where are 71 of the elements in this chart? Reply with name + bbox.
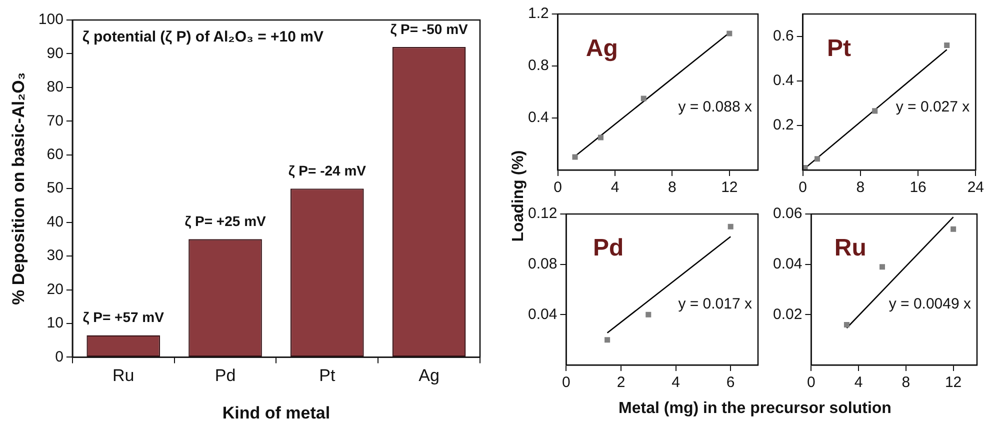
x-tick-label: Ru [112,366,134,386]
y-tick-label: 0.6 [772,27,794,44]
x-tick-label: 8 [902,374,910,392]
x-tick-label: 4 [854,374,863,392]
y-tick-label: 0 [55,348,64,366]
x-tick-label: 4 [610,179,620,196]
y-tick-label: 90 [46,44,64,62]
x-tick-label: Ag [418,366,440,386]
x-tick-label: 24 [967,179,984,196]
annotation: ζ potential (ζ P) of Al₂O₃ = +10 mV [82,28,324,46]
point [814,156,820,162]
y-axis-title: Loading (%) [510,150,528,242]
point [872,108,878,114]
x-tick-label: 8 [668,179,676,196]
annotation: y = 0.088 x [678,98,752,116]
annotation: Pd [593,234,624,262]
y-tick-label: 40 [46,213,64,230]
x-tick-label: 12 [944,374,962,392]
point [646,312,652,318]
x-tick-label: 0 [807,374,816,392]
y-tick-label: 0.08 [528,255,558,272]
x-tick-label: 2 [616,374,626,392]
x-tick-label: 12 [721,179,738,196]
annotation: y = 0.017 x [678,296,752,313]
point [944,42,950,48]
y-tick-label: 0.4 [528,109,549,126]
point [844,322,850,328]
y-tick-label: 0.04 [528,306,558,323]
y-tick-label: 0.04 [772,255,802,272]
y-tick-label: 0.02 [772,306,802,323]
point [726,30,732,36]
point [604,337,610,343]
x-tick-label: Pt [319,366,336,386]
point [598,134,604,140]
y-tick-label: 20 [46,280,64,298]
annotation: Ag [586,35,618,62]
y-tick-label: 80 [46,78,64,96]
x-tick-label: Pd [214,366,236,386]
annotation: ζ P= -50 mV [390,20,469,37]
annotation: y = 0.027 x [896,98,970,116]
y-tick-label: 0.4 [772,72,794,89]
annotation: ζ P= +57 mV [82,309,165,326]
y-tick-label: 0.12 [528,205,558,222]
point [950,226,956,232]
x-tick-label: 16 [910,179,926,196]
point [879,264,886,270]
y-tick-label: 0.06 [772,205,802,222]
x-axis-title: Kind of metal [222,403,330,422]
x-axis-title: Metal (mg) in the precursor solution [618,400,892,418]
annotation: ζ P= +25 mV [184,213,267,230]
y-tick-label: 10 [46,314,64,332]
y-axis-title: % Deposition on basic-Al₂O₃ [8,72,28,305]
y-tick-label: 50 [46,180,64,197]
point [728,224,734,230]
y-tick-label: 0.2 [772,116,794,134]
x-tick-label: 8 [856,179,865,196]
x-tick-label: 0 [562,374,570,392]
point [640,96,646,102]
y-tick-label: 30 [46,247,64,264]
annotation: Pt [827,35,852,62]
annotation: Ru [834,234,866,262]
y-tick-label: 0.8 [528,57,549,74]
y-tick-label: 60 [46,146,64,164]
y-tick-label: 1.2 [528,5,549,22]
x-tick-label: 6 [726,374,735,392]
x-tick-label: 4 [672,374,680,392]
y-tick-label: 100 [38,11,64,28]
annotation: ζ P= -24 mV [288,162,367,178]
y-tick-label: 70 [46,112,64,130]
annotation: y = 0.0049 x [888,296,972,313]
point [572,154,578,160]
